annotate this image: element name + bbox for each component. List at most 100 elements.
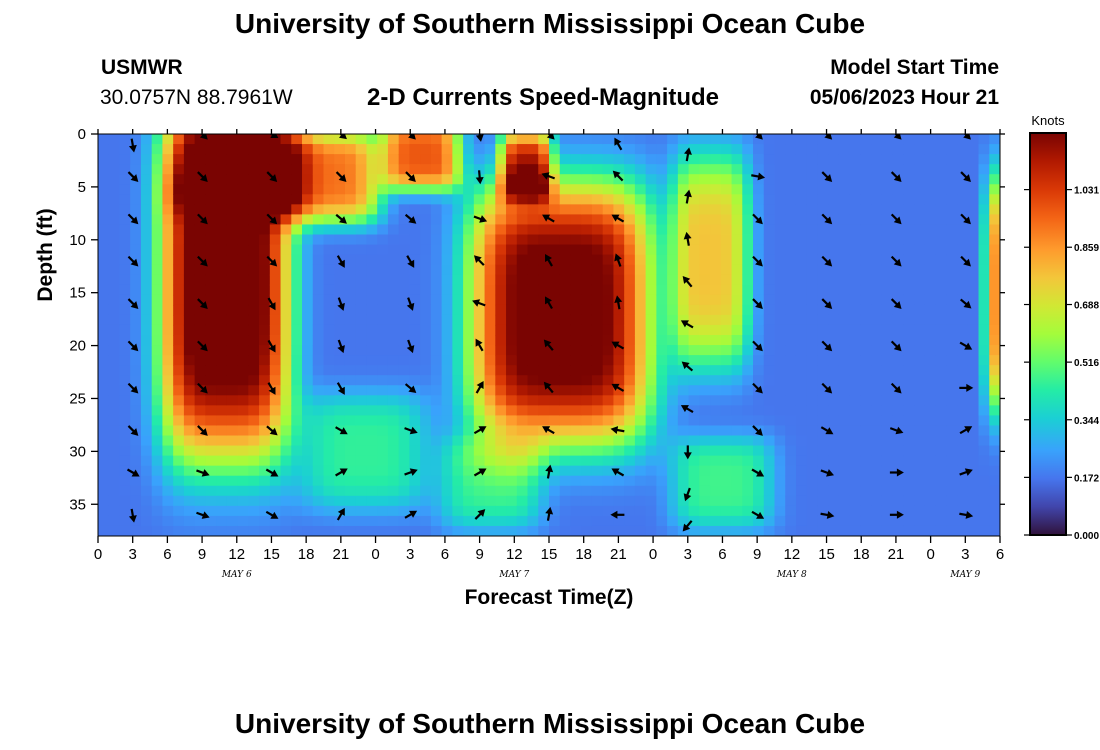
heatmap-cell [602,475,615,487]
heatmap-cell [237,234,249,246]
heatmap-cell [108,525,121,536]
heatmap-cell [226,525,239,536]
heatmap-cell [344,375,357,386]
heatmap-cell [344,134,357,145]
heatmap-cell [871,365,883,376]
heatmap-cell [774,284,786,296]
heatmap-cell [892,204,904,215]
arrow-head [680,405,689,413]
heatmap-cell [291,465,303,477]
heatmap-cell [549,335,561,346]
heatmap-cell [323,164,335,175]
heatmap-cell [420,385,432,396]
heatmap-cell [677,455,690,467]
heatmap-cell [173,244,185,256]
heatmap-cell [881,304,894,316]
heatmap-cell [677,385,690,396]
heatmap-cell [602,485,615,497]
heatmap-cell [881,475,894,487]
heatmap-cell [323,194,335,205]
heatmap-cell [613,525,625,536]
heatmap-cell [935,495,947,507]
heatmap-cell [967,274,980,286]
arrow-head [269,216,278,225]
heatmap-cell [430,224,443,236]
heatmap-cell [935,345,947,356]
heatmap-cell [194,184,206,195]
heatmap-cell [795,214,808,226]
heatmap-cell [430,415,443,427]
heatmap-cell [495,264,507,276]
heatmap-cell [216,525,228,536]
arrow-head [614,253,622,262]
heatmap-cell [763,164,776,175]
heatmap-cell [688,495,700,507]
heatmap-cell [677,164,690,175]
current-arrow [545,296,553,310]
heatmap-cell [366,284,378,296]
heatmap-cell [924,224,937,236]
heatmap-cell [140,475,153,487]
heatmap-cell [312,284,325,296]
heatmap-cell [98,445,110,457]
heatmap-cell [183,355,196,366]
heatmap-cell [549,194,561,205]
heatmap-cell [312,204,325,215]
heatmap-cell [753,525,765,536]
heatmap-cell [860,345,872,356]
heatmap-cell [334,465,346,477]
heatmap-cell [108,304,121,316]
heatmap-cell [602,294,615,306]
heatmap-cell [119,214,131,226]
heatmap-cell [613,244,625,256]
heatmap-cell [430,194,443,205]
current-arrow [335,468,348,477]
heatmap-cell [151,144,164,155]
heatmap-cell [903,425,915,437]
heatmap-cell [205,485,217,497]
heatmap-cell [312,264,325,276]
heatmap-cell [366,264,378,276]
heatmap-cell [731,314,743,326]
heatmap-cell [173,365,185,376]
heatmap-cell [473,455,486,467]
heatmap-cell [742,154,754,165]
heatmap-cell [667,365,679,376]
heatmap-cell [581,455,593,467]
heatmap-cell [130,475,142,487]
heatmap-cell [591,425,604,437]
heatmap-cell [377,304,389,316]
current-arrow [960,171,971,182]
heatmap-cell [559,254,572,266]
heatmap-cell [763,445,776,457]
heatmap-cell [613,495,625,507]
heatmap-cell [98,264,110,276]
heatmap-cell [763,475,776,487]
heatmap-cell [216,375,228,386]
heatmap-cell [323,234,335,246]
current-arrow [404,383,417,394]
heatmap-cell [624,154,636,165]
heatmap-cell [989,435,1000,447]
x-tick-label: 3 [129,546,137,563]
heatmap-cell [173,465,185,477]
current-arrow [543,381,554,394]
heatmap-cell [903,144,915,155]
heatmap-cell [924,234,937,246]
heatmap-cell [624,254,636,266]
heatmap-cell [570,224,582,236]
heatmap-cell [946,525,958,536]
heatmap-cell [269,465,282,477]
heatmap-cell [302,324,314,336]
heatmap-cell [774,234,786,246]
heatmap-cell [441,475,453,487]
heatmap-cell [420,475,432,487]
heatmap-cell [710,264,722,276]
arrow-head [542,214,551,222]
heatmap-cell [108,485,121,497]
heatmap-cell [967,335,980,346]
current-arrow [614,137,623,151]
heatmap-cell [162,515,174,527]
arrow-head [755,216,763,225]
heatmap-cell [838,385,851,396]
